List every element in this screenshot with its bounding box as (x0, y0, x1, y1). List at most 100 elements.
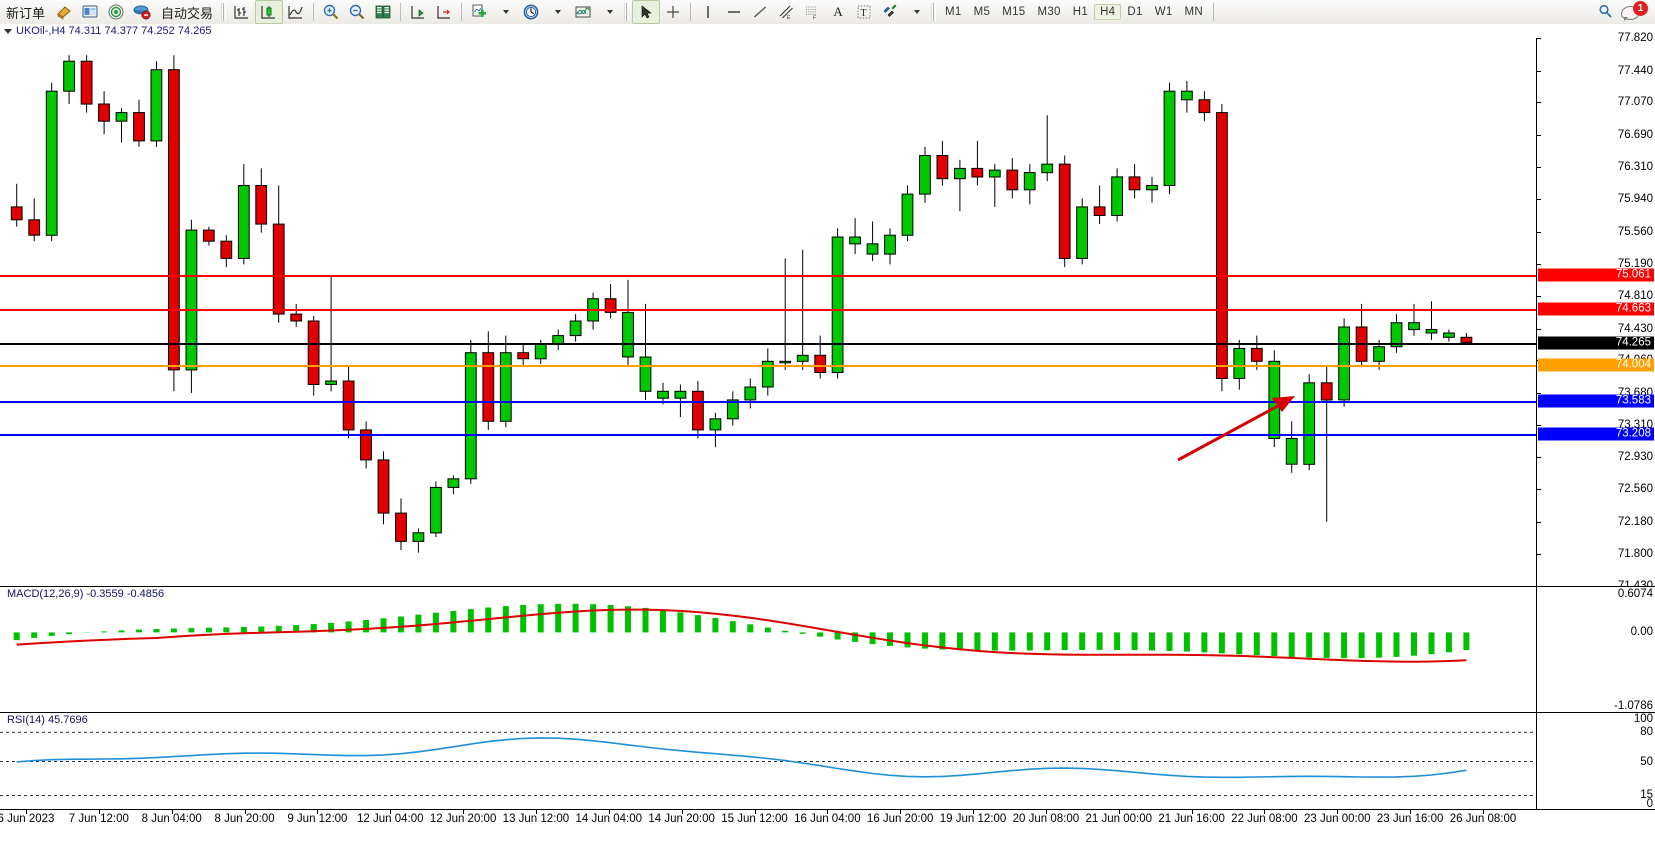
price-level-line[interactable] (0, 433, 1537, 436)
time-tick-label: 16 Jun 20:00 (866, 813, 934, 825)
arrows-shapes-icon[interactable] (877, 1, 903, 23)
timeframe-h4[interactable]: H4 (1094, 4, 1122, 20)
time-tick-mark (171, 810, 173, 814)
time-tick-label: 21 Jun 16:00 (1158, 813, 1225, 825)
time-tick-mark (1045, 810, 1047, 814)
price-tick-mark (1537, 102, 1541, 104)
toolbar-separator-3 (461, 3, 463, 21)
price-level-line[interactable] (0, 308, 1537, 311)
notifications-button[interactable]: 1 (1619, 1, 1649, 23)
shapes-dropdown-caret[interactable] (903, 1, 929, 23)
timeframe-mn[interactable]: MN (1184, 6, 1204, 18)
bar-chart-icon[interactable] (229, 1, 255, 23)
price-tick-mark (1537, 393, 1541, 395)
time-axis[interactable]: 6 Jun 2023 7 Jun 12:00 8 Jun 04:00 8 Jun 20… (0, 809, 1655, 844)
indicator-group (466, 0, 622, 24)
rsi-tick-label: 80 (1640, 726, 1653, 739)
time-tick-mark (900, 810, 902, 814)
macd-pane[interactable]: MACD(12,26,9) -0.3559 -0.4856 0.6074 0.00… (0, 586, 1655, 714)
rsi-pane[interactable]: RSI(14) 45.7696 100 80 50 15 0 (0, 712, 1655, 811)
price-tick-mark (1537, 134, 1541, 136)
period-dropdown-caret[interactable] (544, 1, 570, 23)
line-chart-icon[interactable] (283, 1, 309, 23)
time-tick-mark (535, 810, 537, 814)
zoom-out-icon[interactable] (344, 1, 370, 23)
new-order-button[interactable]: 新订单 (0, 1, 51, 23)
price-level-line[interactable] (0, 274, 1537, 277)
time-tick-mark (98, 810, 100, 814)
macd-y-axis[interactable]: 0.6074 0.00 -1.0786 (1536, 587, 1655, 713)
text-tool-icon[interactable]: A (833, 4, 843, 19)
price-tick-label: 72.560 (1617, 483, 1653, 496)
rsi-plot-area[interactable] (0, 713, 1537, 810)
chart-dropdown-icon[interactable] (4, 28, 12, 34)
templates-dropdown-caret[interactable] (596, 1, 622, 23)
time-tick-label: 26 Jun 08:00 (1449, 813, 1517, 825)
time-tick-label: 8 Jun 04:00 (141, 813, 202, 825)
search-icon[interactable] (1593, 1, 1619, 23)
rsi-tick-label: 50 (1640, 755, 1653, 768)
data-window-icon[interactable] (370, 1, 396, 23)
trade-toolbar-group: 新订单 自动交易 (0, 0, 219, 24)
equidistant-channel-icon[interactable]: E (773, 1, 799, 23)
add-indicator-icon[interactable] (466, 1, 492, 23)
time-tick-label: 6 Jun 2023 (0, 813, 55, 825)
price-level-line[interactable] (0, 342, 1537, 345)
autotrading-button[interactable]: 自动交易 (155, 1, 219, 23)
drawing-tools-group: E F A T (632, 0, 929, 24)
indicator-dropdown-caret[interactable] (492, 1, 518, 23)
timeframe-d1[interactable]: D1 (1127, 6, 1143, 18)
price-tick-mark (1537, 263, 1541, 265)
time-tick-mark (754, 810, 756, 814)
time-tick-mark (608, 810, 610, 814)
time-tick-label: 16 Jun 04:00 (794, 813, 861, 825)
time-tick-mark (317, 810, 319, 814)
timeframe-h1[interactable]: H1 (1072, 6, 1089, 18)
toolbar-grip-chart[interactable] (221, 3, 227, 21)
trend-line-icon[interactable] (747, 1, 773, 23)
timeframe-m1[interactable]: M1 (945, 6, 962, 18)
toolbar-grip-draw[interactable] (624, 3, 630, 21)
macd-plot-area[interactable] (0, 587, 1537, 713)
time-tick-label: 21 Jun 00:00 (1085, 813, 1153, 825)
main-toolbar: 新订单 自动交易 (0, 0, 1655, 25)
price-pane[interactable]: 77.820 77.440 77.070 76.690 76.310 75.940 75.5… (0, 32, 1655, 592)
time-tick-mark (26, 810, 27, 814)
timeframe-m5[interactable]: M5 (973, 6, 991, 18)
cursor-icon[interactable] (632, 0, 661, 24)
price-tick-mark (1537, 521, 1541, 523)
price-level-line[interactable] (0, 365, 1537, 368)
timeframe-m15[interactable]: M15 (1002, 6, 1026, 18)
rsi-y-axis[interactable]: 100 80 50 15 0 (1536, 713, 1655, 810)
svg-text:E: E (787, 15, 791, 21)
text-label-icon[interactable]: T (851, 1, 877, 23)
price-tick-mark (1537, 296, 1541, 298)
expert-advisor-icon[interactable] (51, 1, 77, 23)
toolbar-grip-period[interactable] (931, 3, 937, 21)
time-tick-label: 22 Jun 08:00 (1231, 813, 1298, 825)
autotrading-icon[interactable] (129, 1, 155, 23)
autoscroll-icon[interactable] (405, 1, 431, 23)
terminal-window-icon[interactable] (77, 1, 103, 23)
crosshair-icon[interactable] (660, 1, 686, 23)
time-tick-label: 23 Jun 16:00 (1376, 813, 1444, 825)
price-y-axis[interactable]: 77.820 77.440 77.070 76.690 76.310 75.940 75.5… (1536, 32, 1655, 592)
candlestick-chart-icon[interactable] (255, 0, 284, 24)
chart-title: UKOil-,H4 74.311 74.377 74.252 74.265 (16, 25, 212, 37)
templates-icon[interactable] (570, 1, 596, 23)
price-level-badge: 73.583 (1538, 394, 1654, 408)
price-plot-area[interactable] (0, 38, 1537, 586)
timeframe-w1[interactable]: W1 (1154, 6, 1173, 18)
chart-shift-icon[interactable] (431, 1, 457, 23)
signals-radar-icon[interactable] (103, 1, 129, 23)
shift-autoscroll-group (405, 0, 457, 24)
price-level-line[interactable] (0, 401, 1537, 404)
vertical-line-icon[interactable] (695, 1, 721, 23)
price-level-badge: 75.061 (1538, 268, 1654, 282)
timeframe-m30[interactable]: M30 (1037, 6, 1061, 18)
time-tick-label: 9 Jun 12:00 (287, 813, 348, 825)
zoom-in-icon[interactable] (318, 1, 344, 23)
period-clock-icon[interactable] (518, 1, 544, 23)
fibonacci-icon[interactable]: F (799, 1, 825, 23)
horizontal-line-icon[interactable] (721, 1, 747, 23)
